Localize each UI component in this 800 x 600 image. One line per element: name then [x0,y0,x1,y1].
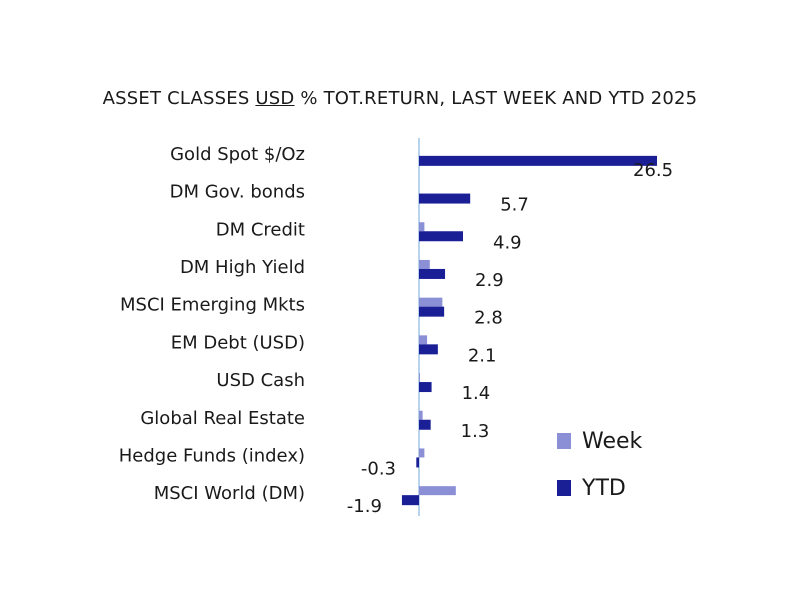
ytd-bar [401,495,419,506]
data-label: 1.4 [462,383,491,404]
data-label: 2.1 [468,345,497,366]
ytd-bar [419,231,464,242]
title-currency: USD [255,88,295,109]
data-label: 2.8 [474,308,503,329]
category-label: MSCI Emerging Mkts [120,295,305,316]
category-label: MSCI World (DM) [154,483,305,504]
category-label: Global Real Estate [140,408,305,429]
legend-label: Week [582,429,643,454]
data-label: 4.9 [493,232,522,253]
category-label: DM Gov. bonds [170,182,305,203]
data-label: 1.3 [461,421,490,442]
ytd-bar [419,306,445,317]
week-bar [419,486,456,496]
ytd-bar [419,268,446,279]
data-label: -0.3 [361,458,396,479]
ytd-bar [419,155,657,166]
title-part: % TOT.RETURN, LAST WEEK AND YTD 2025 [294,88,698,109]
ytd-bar [416,457,419,468]
ytd-bar [419,419,431,430]
week-bar [419,373,420,383]
week-bar [419,448,425,458]
ytd-bar [419,344,438,355]
category-label: USD Cash [216,370,305,391]
title-part: ASSET CLASSES [102,88,256,109]
data-label: 2.9 [475,270,504,291]
ytd-bar [419,382,432,393]
chart-title: ASSET CLASSES USD % TOT.RETURN, LAST WEE… [0,88,800,109]
category-label: DM Credit [216,219,305,240]
data-label: 5.7 [500,195,529,216]
data-label: 26.5 [633,160,673,181]
ytd-bar [419,193,471,204]
category-label: DM High Yield [180,257,305,278]
legend-swatch [557,480,571,496]
category-label: Gold Spot $/Oz [170,144,305,165]
legend-swatch [557,433,571,449]
data-label: -1.9 [347,496,382,517]
category-label: Hedge Funds (index) [119,445,305,466]
legend-label: YTD [581,476,626,501]
week-bar [419,410,423,420]
week-bar [419,297,443,307]
week-bar [419,259,430,269]
week-bar [419,335,428,345]
category-label: EM Debt (USD) [171,332,305,353]
week-bar [419,222,425,232]
